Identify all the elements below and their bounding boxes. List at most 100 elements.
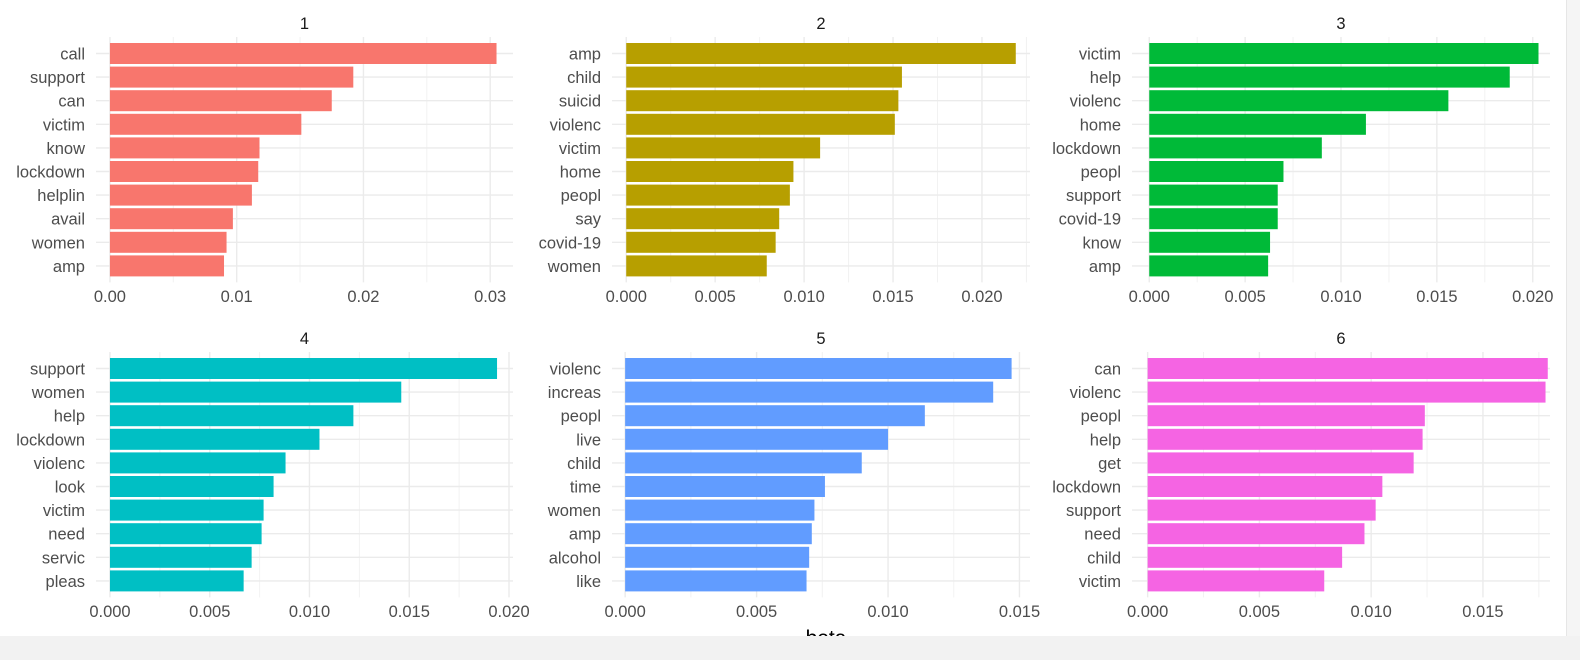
bar-peopl [626,184,790,206]
panel-6: 0.000 0.005 0.010 0.015 can violenc peopl help g… [1052,330,1550,621]
category-label: violenc [550,116,601,134]
x-tick-label: 0.020 [488,603,529,621]
bar-amp [109,255,225,277]
bar-violenc [1147,381,1546,403]
bar-child [625,452,862,474]
x-tick-label: 0.02 [347,288,379,306]
category-label: victim [1079,573,1121,591]
bar-home [626,161,794,182]
bar-child [1147,546,1343,568]
x-tick-label: 0.010 [1320,288,1361,306]
bar-like [625,570,807,592]
bar-need [1147,523,1365,545]
category-label: child [567,69,601,87]
category-label: know [1082,234,1121,252]
bar-victim [626,137,821,159]
category-label: amp [53,258,85,276]
category-label: child [567,455,601,473]
bar-lockdown [1149,137,1322,159]
category-label: avail [51,211,85,229]
x-tick-label: 0.020 [961,288,1002,306]
x-tick-label: 0.03 [474,288,506,306]
category-label: can [58,93,85,111]
category-label: women [547,258,601,276]
category-label: live [576,431,601,449]
category-label: like [576,573,601,591]
facet-title: 4 [300,330,309,348]
bar-support [1147,499,1376,521]
x-tick-label: 0.000 [89,603,130,621]
panel-4: 0.000 0.005 0.010 0.015 0.020 support women hel… [16,330,529,621]
bar-women [109,231,227,253]
category-label: help [54,408,85,426]
panel-3: 0.000 0.005 0.010 0.015 0.020 victim help viole… [1052,15,1553,306]
category-label: peopl [561,408,601,426]
category-label: know [46,140,85,158]
bar-lockdown [1147,476,1383,497]
category-label: pleas [46,573,85,591]
bar-amp [626,43,1016,64]
x-tick-label: 0.015 [872,288,913,306]
bar-amp [625,523,812,545]
category-label: covid-19 [1059,211,1121,229]
category-label: victim [559,140,601,158]
category-label: women [31,384,85,402]
category-label: helplin [37,187,85,205]
category-label: child [1087,549,1121,567]
category-label: peopl [561,187,601,205]
category-label: look [55,479,86,497]
category-label: violenc [550,361,601,379]
category-label: peopl [1081,408,1121,426]
bar-say [626,208,780,230]
category-label: peopl [1081,164,1121,182]
window-bottom-strip [0,636,1580,660]
category-label: amp [569,526,601,544]
bar-know [109,137,260,159]
bar-increas [625,381,994,403]
category-label: amp [1089,258,1121,276]
bar-call [109,43,497,64]
category-label: victim [43,502,85,520]
bar-support [1149,184,1278,206]
bar-victim [1147,570,1325,592]
category-label: amp [569,46,601,64]
x-tick-label: 0.015 [389,603,430,621]
category-label: women [31,234,85,252]
category-label: can [1094,361,1121,379]
bar-victim [109,499,264,521]
category-label: home [1080,116,1121,134]
facet-title: 5 [816,330,825,348]
bar-help [1149,66,1510,88]
bar-time [625,476,825,497]
facet-title: 2 [816,15,825,33]
x-tick-label: 0.000 [606,288,647,306]
bar-lockdown [109,161,259,182]
category-label: violenc [1070,93,1121,111]
x-tick-label: 0.010 [867,603,908,621]
category-label: support [30,69,85,87]
category-label: suicid [559,93,601,111]
x-tick-label: 0.010 [1351,603,1392,621]
panel-2: 0.000 0.005 0.010 0.015 0.020 amp child suicid v… [539,15,1030,306]
x-tick-label: 0.010 [783,288,824,306]
bar-need [109,523,262,545]
window-scrollbar[interactable] [1566,0,1580,636]
category-label: home [560,164,601,182]
bar-women [625,499,815,521]
x-tick-label: 0.010 [289,603,330,621]
bar-suicid [626,90,899,112]
x-tick-label: 0.005 [189,603,230,621]
x-tick-label: 0.005 [736,603,777,621]
bar-pleas [109,570,244,592]
category-label: lockdown [1052,479,1121,497]
category-label: time [570,479,601,497]
bar-help [109,405,354,427]
category-label: victim [1079,46,1121,64]
bar-women [109,381,402,403]
bar-violenc [625,358,1012,379]
bar-look [109,476,274,497]
bar-peopl [1147,405,1425,427]
bar-helplin [109,184,252,206]
category-label: increas [548,384,601,402]
category-label: alcohol [549,549,601,567]
